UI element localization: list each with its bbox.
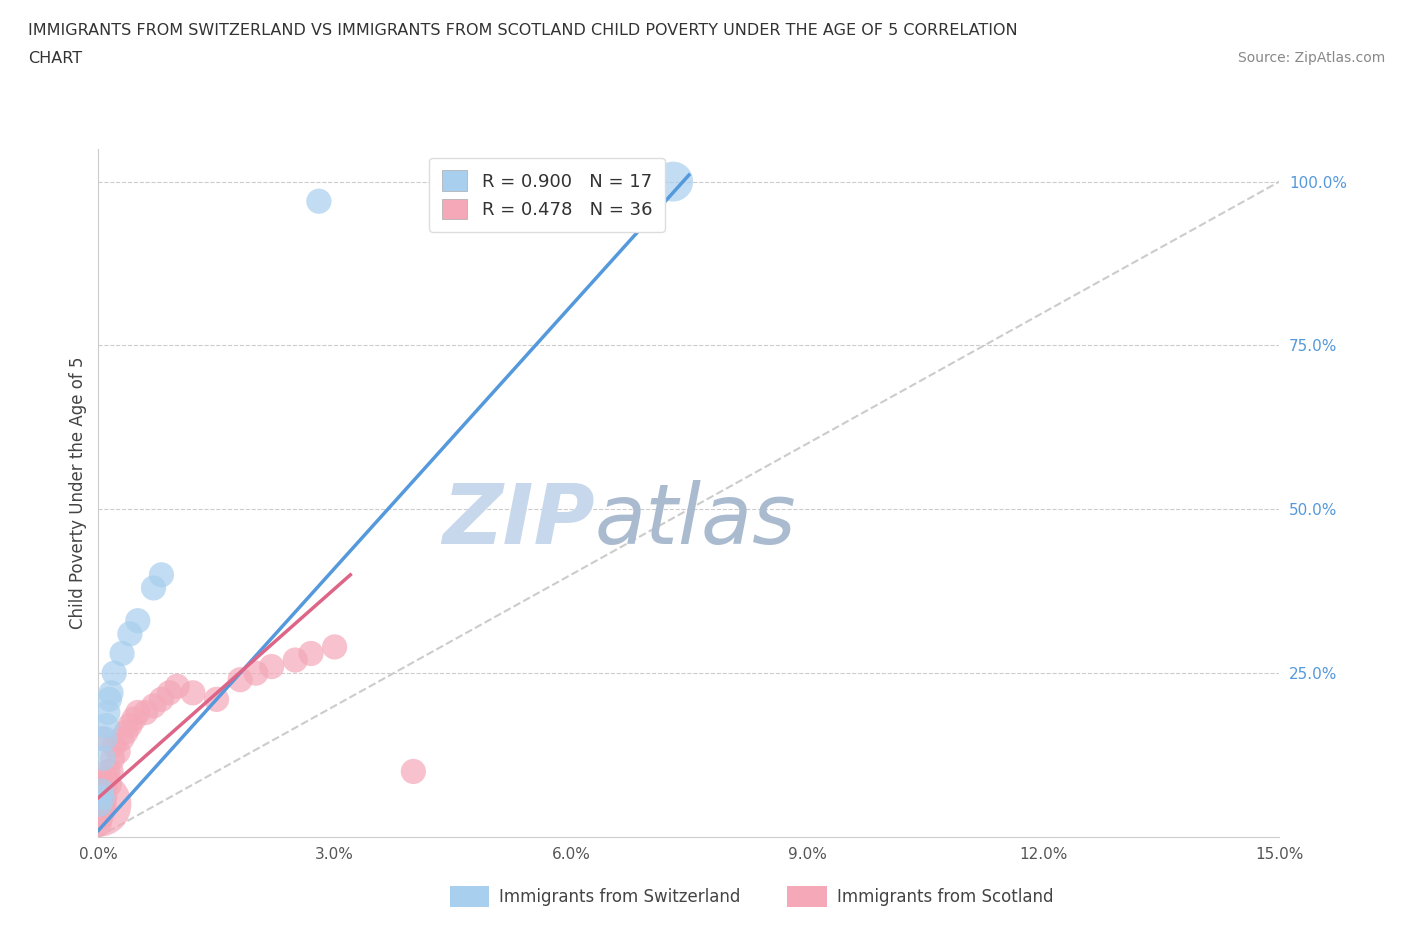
Point xyxy=(135,705,157,720)
Point xyxy=(103,737,125,752)
Point xyxy=(96,718,118,733)
Point xyxy=(118,718,141,733)
Point xyxy=(90,784,112,799)
Point xyxy=(89,797,111,812)
Point xyxy=(111,731,134,746)
Point xyxy=(98,777,121,792)
Point xyxy=(111,646,134,661)
Point xyxy=(94,777,117,792)
Point xyxy=(107,744,129,759)
Point xyxy=(157,685,180,700)
Point xyxy=(323,640,346,655)
Point xyxy=(284,653,307,668)
Point xyxy=(122,711,145,726)
Point xyxy=(96,771,118,786)
Text: Source: ZipAtlas.com: Source: ZipAtlas.com xyxy=(1237,51,1385,65)
Point xyxy=(90,797,112,812)
Point xyxy=(229,672,252,687)
Text: IMMIGRANTS FROM SWITZERLAND VS IMMIGRANTS FROM SCOTLAND CHILD POVERTY UNDER THE : IMMIGRANTS FROM SWITZERLAND VS IMMIGRANT… xyxy=(28,23,1018,38)
Point xyxy=(98,692,121,707)
Point xyxy=(118,627,141,642)
Legend: R = 0.900   N = 17, R = 0.478   N = 36: R = 0.900 N = 17, R = 0.478 N = 36 xyxy=(429,158,665,232)
Point xyxy=(127,613,149,628)
Text: Immigrants from Switzerland: Immigrants from Switzerland xyxy=(499,887,741,906)
Point xyxy=(103,666,125,681)
Point xyxy=(93,790,115,805)
Point xyxy=(299,646,322,661)
Point xyxy=(87,797,110,812)
Point xyxy=(97,764,120,779)
Point xyxy=(91,804,114,818)
Point xyxy=(91,790,114,805)
Point xyxy=(97,705,120,720)
Point xyxy=(142,580,165,595)
Point xyxy=(91,751,114,765)
Point xyxy=(89,817,111,831)
Point xyxy=(166,679,188,694)
Text: ZIP: ZIP xyxy=(441,480,595,561)
Text: Immigrants from Scotland: Immigrants from Scotland xyxy=(837,887,1053,906)
Point xyxy=(205,692,228,707)
Text: CHART: CHART xyxy=(28,51,82,66)
Point xyxy=(101,751,124,765)
Point xyxy=(662,174,685,189)
Point xyxy=(150,692,173,707)
Point xyxy=(402,764,425,779)
Point xyxy=(100,685,122,700)
Point xyxy=(260,659,283,674)
Point xyxy=(308,193,330,208)
Point xyxy=(93,731,115,746)
Point xyxy=(89,804,111,818)
Point xyxy=(91,731,114,746)
Point xyxy=(150,567,173,582)
Point xyxy=(100,764,122,779)
Point xyxy=(245,666,267,681)
Y-axis label: Child Poverty Under the Age of 5: Child Poverty Under the Age of 5 xyxy=(69,356,87,630)
Point xyxy=(127,705,149,720)
Text: atlas: atlas xyxy=(595,480,796,561)
Point xyxy=(93,797,115,812)
Point xyxy=(181,685,204,700)
Point xyxy=(115,724,138,739)
Point xyxy=(90,810,112,825)
Point xyxy=(142,698,165,713)
